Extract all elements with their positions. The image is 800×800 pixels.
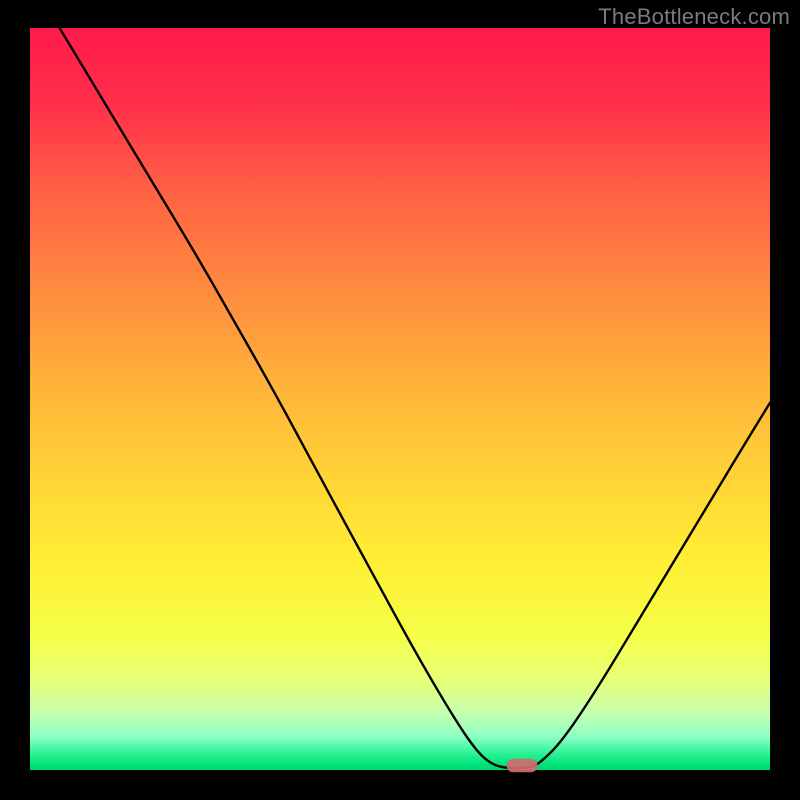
chart-gradient-background [30, 28, 770, 770]
watermark-text: TheBottleneck.com [598, 4, 790, 30]
chart-frame: TheBottleneck.com [0, 0, 800, 800]
bottleneck-chart [0, 0, 800, 800]
optimal-marker [507, 759, 538, 772]
